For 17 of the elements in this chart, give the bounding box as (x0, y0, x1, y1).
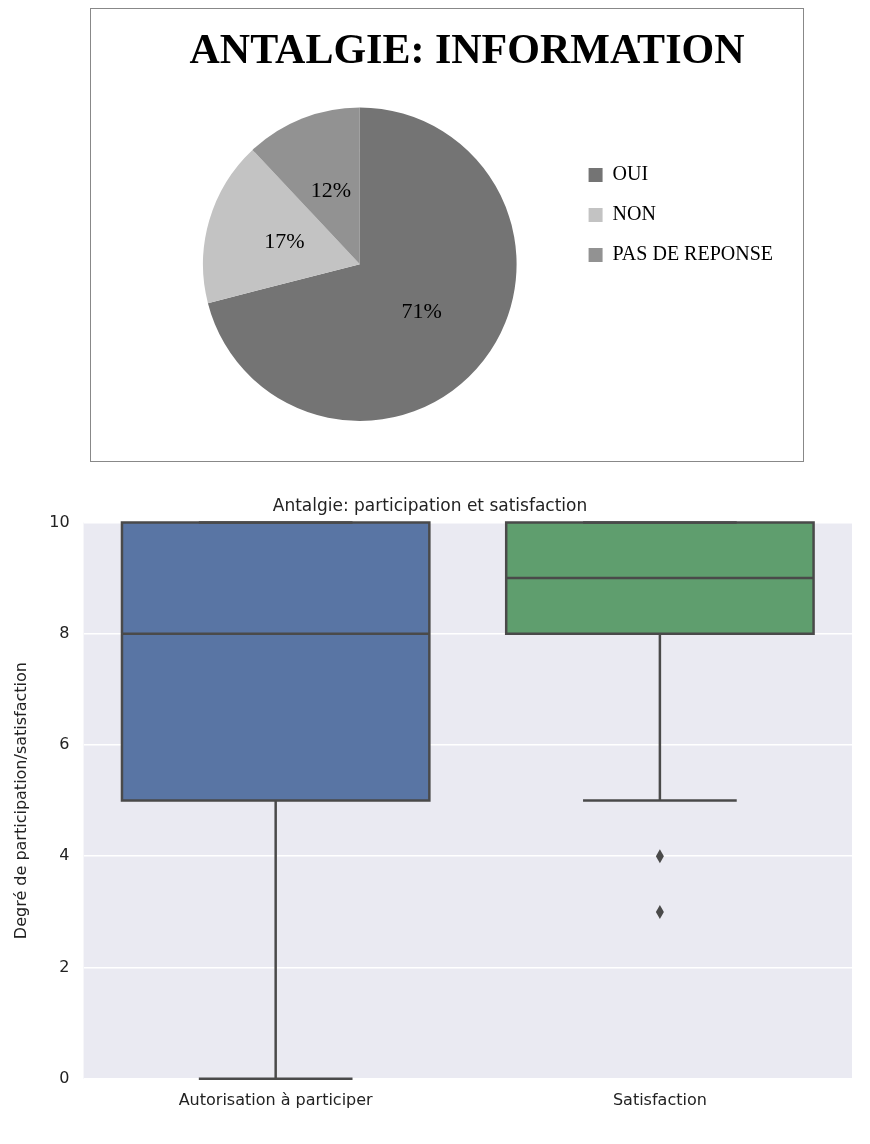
legend-label: NON (612, 202, 656, 225)
legend-label: PAS DE REPONSE (612, 242, 773, 265)
y-tick-label: 2 (59, 956, 70, 976)
y-tick-label: 10 (49, 511, 70, 531)
chart-title: ANTALGIE: INFORMATION (189, 26, 745, 73)
chart-title: Antalgie: participation et satisfaction (272, 494, 588, 515)
y-tick-label: 8 (59, 622, 70, 642)
y-axis-title: Degré de participation/satisfaction (10, 662, 30, 940)
data-label: 12% (310, 177, 352, 203)
y-tick-label: 4 (59, 845, 70, 865)
legend-label: OUI (612, 162, 649, 185)
x-tick-label: Autorisation à participer (178, 1089, 374, 1109)
data-label: 71% (401, 298, 442, 324)
y-tick-label: 6 (59, 734, 70, 754)
y-tick-label: 0 (59, 1067, 70, 1087)
data-label: 17% (264, 228, 305, 254)
x-tick-label: Satisfaction (612, 1089, 707, 1109)
